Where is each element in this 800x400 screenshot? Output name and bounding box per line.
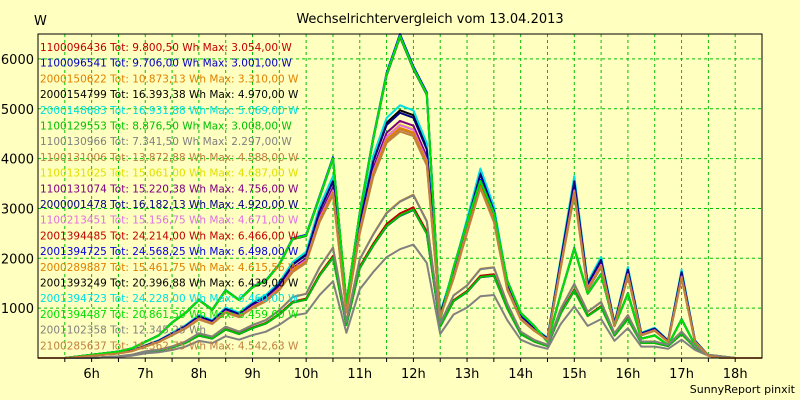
legend-entry: 1100213451 Tot: 15.156,75 Wh Max: 4.671,… bbox=[40, 215, 299, 227]
credit-label: SunnyReport pinxit bbox=[690, 383, 796, 396]
legend-entry: 2000289887 Tot: 15.461,75 Wh Max: 4.615,… bbox=[40, 262, 299, 274]
series-lines bbox=[38, 33, 762, 359]
axis-ticks: 1000 2000 3000 4000 5000 6000 6h 7h 8h 9h 10h 11h 12… bbox=[1, 53, 748, 382]
x-tick-label: 6h bbox=[83, 367, 100, 382]
x-tick-label: 9h bbox=[244, 367, 261, 382]
legend-entry: 2001394725 Tot: 24.568,25 Wh Max: 6.498,… bbox=[40, 246, 299, 258]
legend-entry: 2000150622 Tot: 10.873,13 Wh Max: 3.310,… bbox=[40, 73, 299, 85]
legend-entry: 2001393249 Tot: 20.396,88 Wh Max: 6.439,… bbox=[40, 278, 299, 290]
legend-entry: 1100096541 Tot: 9.706,00 Wh Max: 3.001,0… bbox=[40, 58, 292, 70]
series-line-18 bbox=[38, 35, 762, 359]
legend-entry: 1100130966 Tot: 7.341,50 Wh Max: 2.297,0… bbox=[40, 136, 292, 148]
legend-entry: 2001394487 Tot: 20.861,50 Wh Max: 6.459,… bbox=[40, 309, 299, 321]
y-axis-unit: W bbox=[34, 14, 47, 29]
legend-entry: 1100129553 Tot: 8.876,50 Wh Max: 3.008,0… bbox=[40, 121, 292, 133]
x-tick-label: 15h bbox=[562, 367, 587, 382]
x-tick-label: 11h bbox=[347, 367, 372, 382]
x-tick-label: 16h bbox=[616, 367, 641, 382]
series-line-19 bbox=[38, 194, 762, 359]
plot-frame bbox=[37, 33, 763, 359]
legend-entry: 1100131025 Tot: 15.061,00 Wh Max: 4.687,… bbox=[40, 168, 299, 180]
y-tick-label: 1000 bbox=[1, 302, 34, 317]
legend-entry: 2100285637 Tot: 16.362,75 Wh Max: 4.542,… bbox=[40, 340, 299, 352]
series-line-20 bbox=[38, 130, 762, 359]
legend-entry: 2001102358 Tot: 12.345,25 Wh bbox=[40, 325, 206, 337]
legend-entry: 1100131074 Tot: 15.220,38 Wh Max: 4.756,… bbox=[40, 183, 299, 195]
legend-entry: 1100131006 Tot: 13.872,88 Wh Max: 4.588,… bbox=[40, 152, 299, 164]
y-tick-label: 6000 bbox=[1, 53, 34, 68]
x-tick-label: 7h bbox=[137, 367, 154, 382]
x-tick-label: 13h bbox=[455, 367, 480, 382]
legend-entry: 2000148683 Tot: 16.931,88 Wh Max: 5.069,… bbox=[40, 105, 299, 117]
x-tick-label: 17h bbox=[669, 367, 694, 382]
x-tick-label: 14h bbox=[508, 367, 533, 382]
legend-entry: 1100096436 Tot: 9.800,50 Wh Max: 3.054,0… bbox=[40, 42, 292, 54]
legend: 1100096436 Tot: 9.800,50 Wh Max: 3.054,0… bbox=[40, 42, 299, 352]
legend-entry: 2001394723 Tot: 24.228,00 Wh Max: 6.460,… bbox=[40, 293, 299, 305]
y-tick-label: 3000 bbox=[1, 202, 34, 217]
y-tick-label: 4000 bbox=[1, 153, 34, 168]
y-tick-label: 2000 bbox=[1, 252, 34, 267]
legend-entry: 2001394485 Tot: 24.214,00 Wh Max: 6.466,… bbox=[40, 230, 299, 242]
chart-title: Wechselrichtervergleich vom 13.04.2013 bbox=[296, 12, 563, 27]
x-tick-label: 8h bbox=[191, 367, 208, 382]
y-tick-label: 5000 bbox=[1, 103, 34, 118]
x-tick-label: 12h bbox=[401, 367, 426, 382]
x-tick-label: 18h bbox=[723, 367, 748, 382]
x-tick-label: 10h bbox=[294, 367, 319, 382]
series-line-7 bbox=[38, 243, 762, 359]
legend-entry: 2000001478 Tot: 16.182,13 Wh Max: 4.920,… bbox=[40, 199, 299, 211]
legend-entry: 2000154799 Tot: 16.393,38 Wh Max: 4.970,… bbox=[40, 89, 299, 101]
